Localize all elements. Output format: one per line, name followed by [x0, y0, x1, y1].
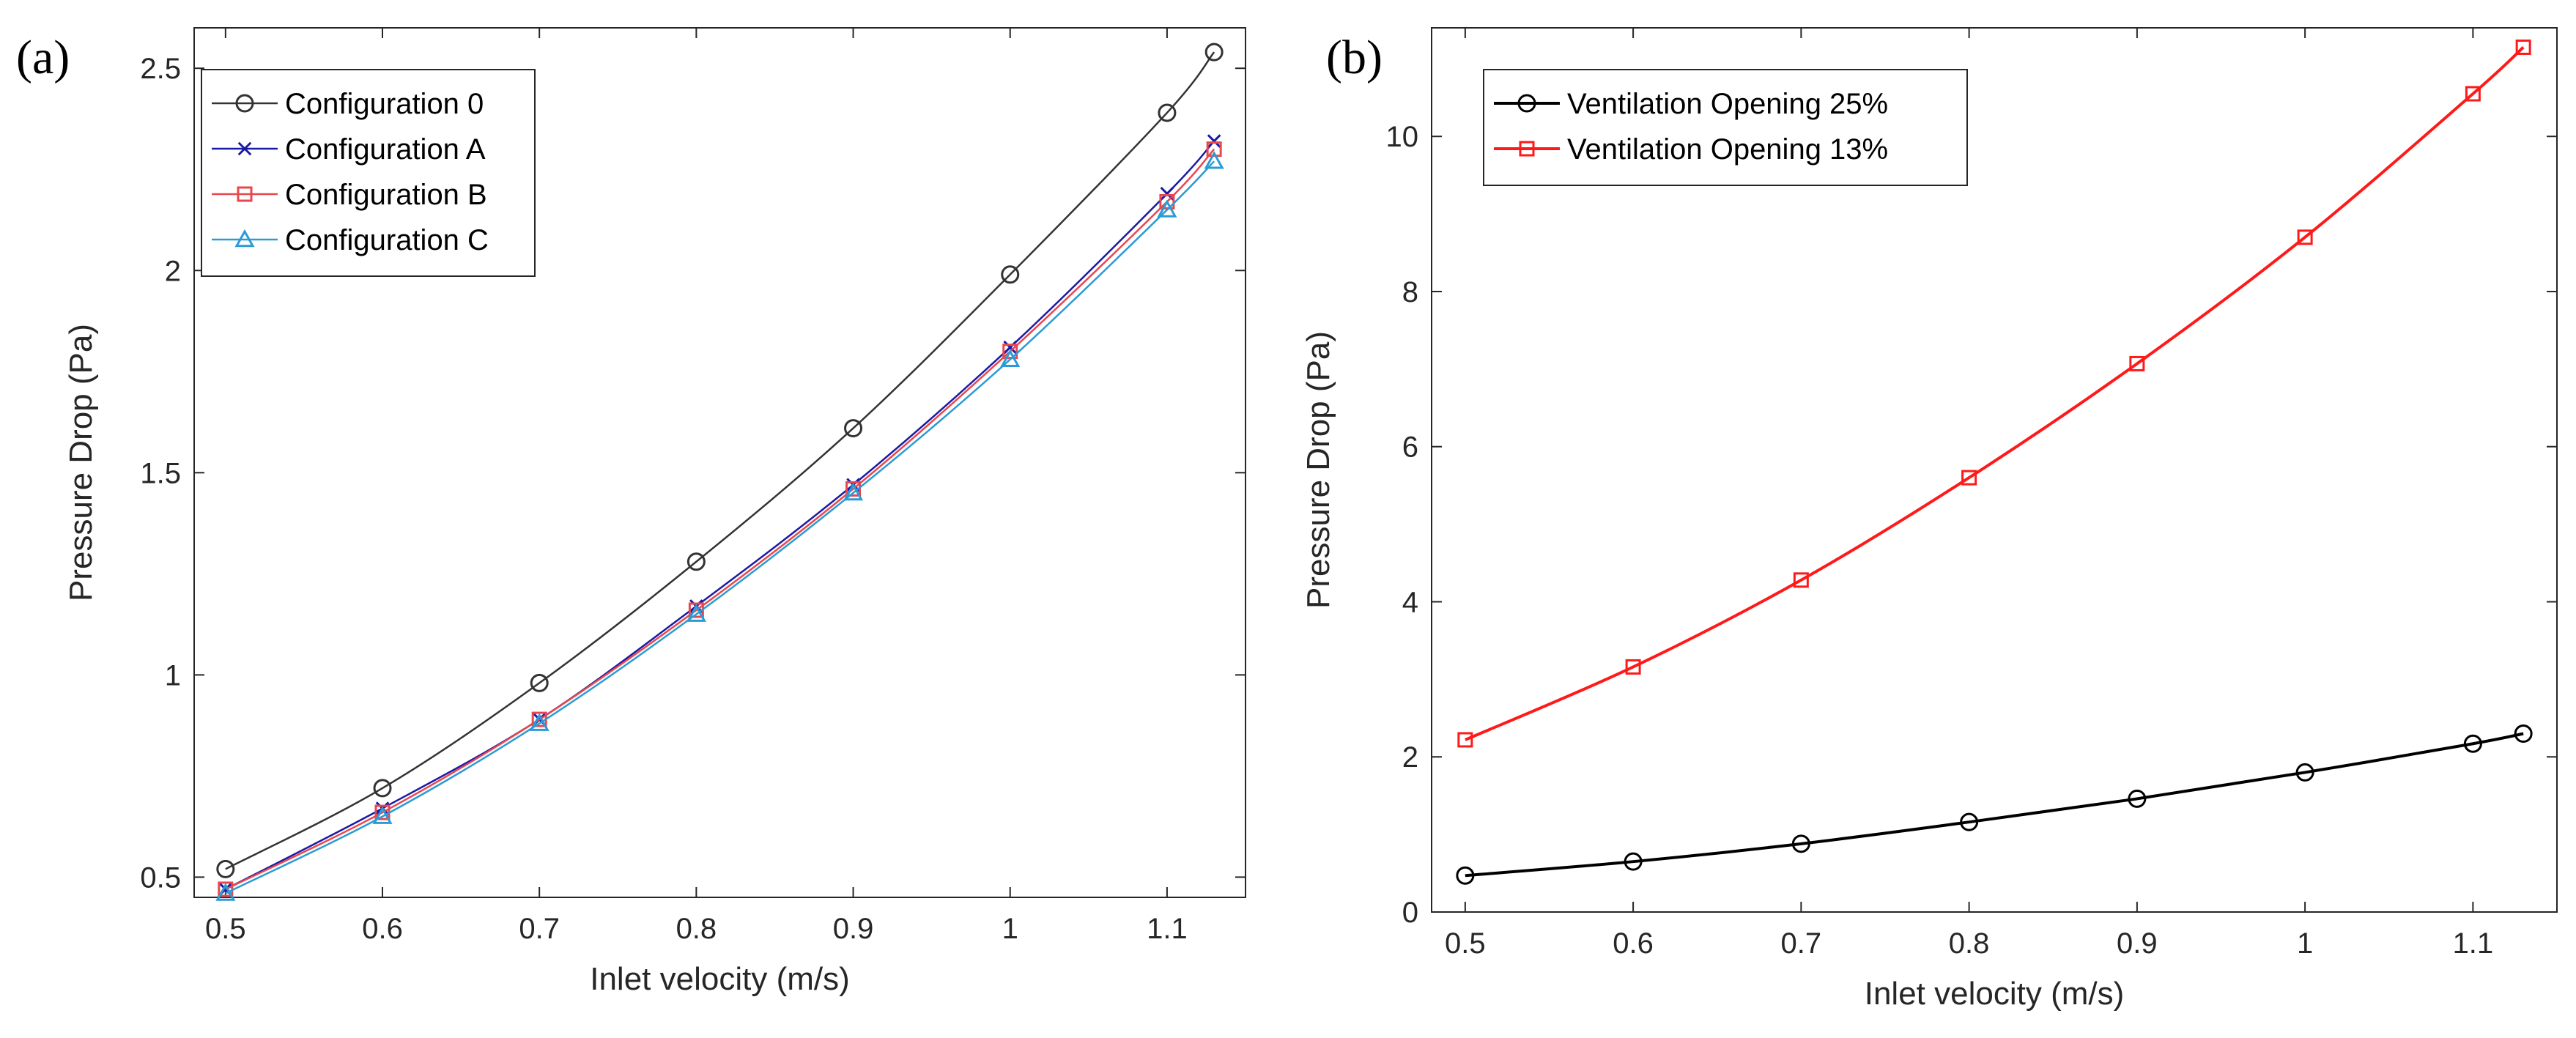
data-point: [1960, 812, 1979, 831]
x-tick-label: 0.6: [1613, 927, 1654, 960]
x-tick-label: 1.1: [2453, 927, 2494, 960]
legend-marker: [237, 141, 252, 156]
data-point: [2465, 86, 2481, 102]
data-point: [1624, 852, 1643, 871]
y-tick-label: 1.5: [140, 457, 181, 489]
legend-marker: [235, 94, 254, 113]
chart-b: (b) 0.5 0.6 0.7 0.8 0.9 1 1.1 0 2 4 6 8 10 Inlet veloc…: [1300, 27, 2558, 1012]
data-point: [1457, 732, 1473, 748]
x-axis-title: Inlet velocity (m/s): [1865, 976, 2125, 1012]
x-tick-label: 0.5: [1445, 927, 1486, 960]
data-point: [1456, 866, 1475, 885]
data-point: [2514, 724, 2533, 743]
series-line: [225, 160, 1215, 894]
data-point: [216, 859, 235, 878]
series-1: [1456, 724, 2533, 885]
y-tick-label: 0: [1402, 897, 1418, 929]
data-point: [1157, 199, 1177, 218]
y-axis-title: Pressure Drop (Pa): [63, 324, 99, 601]
data-point: [1000, 349, 1021, 368]
y-tick-label: 2: [1402, 741, 1418, 774]
legend-label: Ventilation Opening 25%: [1567, 88, 1888, 120]
data-point: [845, 481, 862, 497]
data-point: [1158, 103, 1177, 122]
x-tick-label: 0.6: [362, 913, 403, 945]
x-axis-title: Inlet velocity (m/s): [590, 961, 850, 997]
plot-area-frame: [1431, 27, 2558, 913]
data-point: [2463, 734, 2482, 753]
y-tick-label: 6: [1402, 431, 1418, 464]
data-point: [1003, 340, 1018, 355]
y-tick-label: 0.5: [140, 861, 181, 894]
y-tick-label: 1: [165, 659, 181, 692]
data-point: [2295, 763, 2314, 782]
data-point: [2515, 39, 2531, 55]
legend-label: Configuration B: [285, 179, 487, 211]
data-point: [1206, 141, 1222, 157]
legend-marker: [1519, 141, 1535, 157]
x-tick-label: 1: [2297, 927, 2313, 960]
legend-marker: [237, 186, 253, 202]
series-3: [218, 141, 1222, 897]
legend-box: [1483, 69, 1968, 186]
series-2: [1457, 39, 2531, 748]
series-line: [225, 148, 1215, 891]
series-line: [1465, 46, 2525, 741]
data-point: [1204, 42, 1224, 62]
data-point: [1159, 193, 1175, 210]
data-point: [843, 482, 864, 501]
x-tick-label: 1: [1002, 913, 1018, 945]
series-1: [216, 42, 1224, 878]
x-tick-label: 0.9: [833, 913, 874, 945]
data-point: [373, 779, 392, 798]
data-point: [2128, 789, 2147, 808]
legend-marker: [234, 229, 255, 248]
chart-a: (a) 0.5 0.6 0.7 0.8 0.9 1 1.1 0.5 1 1.5 2 2.5 Inlet v…: [16, 27, 1246, 997]
x-tick-label: 0.8: [1949, 927, 1990, 960]
legend-label: Configuration C: [285, 224, 489, 256]
plot-area-frame: [193, 27, 1246, 898]
x-tick-label: 0.7: [1781, 927, 1822, 960]
y-axis-title: Pressure Drop (Pa): [1300, 331, 1336, 609]
legend-marker: [1517, 94, 1536, 113]
data-point: [2129, 355, 2145, 371]
y-tick-label: 4: [1402, 586, 1418, 618]
y-tick-label: 8: [1402, 276, 1418, 308]
x-tick-label: 0.9: [2117, 927, 2158, 960]
y-tick-label: 2: [165, 255, 181, 287]
y-tick-label: 10: [1386, 121, 1419, 153]
legend-label: Ventilation Opening 13%: [1567, 133, 1888, 166]
series-line: [225, 51, 1215, 870]
x-tick-label: 0.7: [519, 913, 560, 945]
legend-label: Configuration A: [285, 133, 486, 166]
x-tick-label: 0.5: [205, 913, 246, 945]
data-point: [2297, 229, 2313, 245]
x-tick-label: 1.1: [1147, 913, 1188, 945]
panel-label: (a): [16, 31, 70, 84]
legend-label: Configuration 0: [285, 88, 484, 120]
data-point: [1793, 572, 1809, 588]
series-line: [1465, 732, 2524, 878]
data-point: [1961, 470, 1977, 486]
series-line: [225, 140, 1215, 891]
data-point: [1791, 834, 1810, 853]
x-tick-label: 0.8: [676, 913, 717, 945]
y-tick-label: 2.5: [140, 53, 181, 85]
data-point: [844, 419, 863, 438]
data-point: [1204, 151, 1224, 169]
data-point: [530, 673, 549, 692]
data-point: [1001, 265, 1020, 284]
data-point: [1002, 344, 1018, 360]
panel-label: (b): [1326, 31, 1383, 84]
data-point: [215, 883, 236, 901]
series-4: [215, 151, 1224, 901]
data-point: [686, 552, 706, 571]
data-point: [686, 604, 706, 622]
data-point: [1625, 659, 1641, 675]
data-point: [1207, 134, 1221, 148]
data-point: [529, 713, 549, 731]
data-point: [372, 806, 393, 824]
